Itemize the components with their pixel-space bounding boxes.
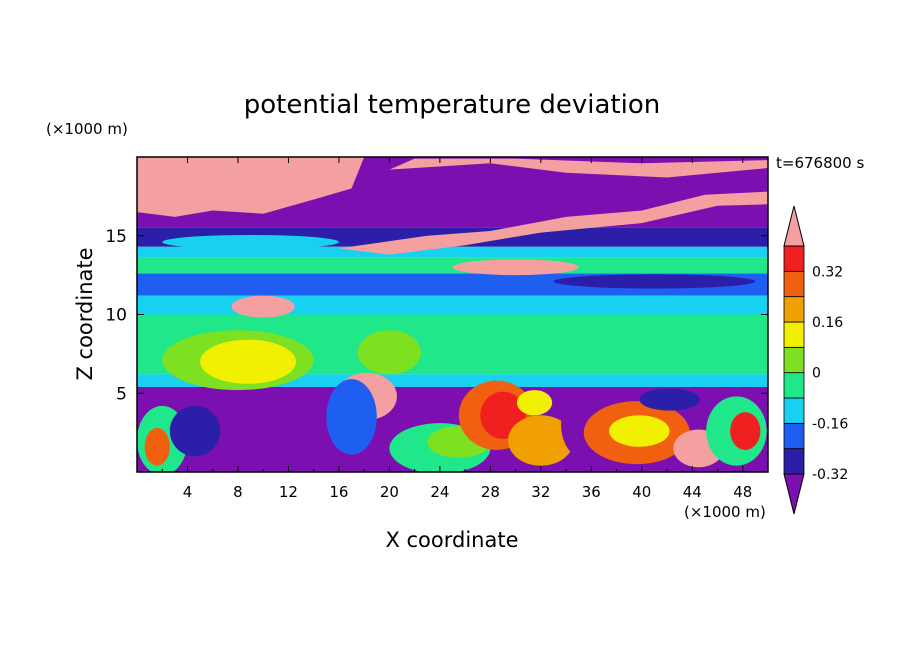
- colorbar-tick-label: 0.32: [812, 264, 843, 280]
- contour-field: [137, 157, 768, 472]
- x-tick-label: 40: [632, 483, 651, 501]
- x-tick-label: 48: [733, 483, 752, 501]
- colorbar-segment: [783, 422, 805, 450]
- colorbar-segment: [783, 372, 805, 399]
- colorbar-extend-low: [783, 473, 805, 515]
- x-tick-label: 8: [233, 483, 243, 501]
- y-tick-label: 15: [105, 227, 127, 247]
- field-streak-cyan: [162, 234, 339, 250]
- x-axis: 4 8 12 16 20 24 28 32 36 40 44 48: [161, 157, 752, 501]
- colorbar-tick-label: 0: [812, 366, 821, 382]
- colorbar: 0.32 0.16 0 -0.16 -0.32: [783, 205, 848, 515]
- y-axis: 5 10 15: [105, 227, 768, 404]
- field-streak-pink: [452, 259, 579, 276]
- field-streak-navy: [553, 274, 756, 289]
- field-band-cyan: [137, 295, 768, 315]
- field-cloud-pink: [137, 157, 365, 217]
- field-eddy-orange: [144, 427, 170, 466]
- colorbar-tick-label: -0.32: [812, 467, 848, 483]
- field-eddy-navy: [169, 405, 221, 457]
- field-eddy-red-2: [730, 412, 761, 450]
- x-tick-label: 20: [380, 483, 399, 501]
- y-tick-label: 5: [116, 384, 127, 404]
- field-mid-lightgreen-2: [357, 330, 421, 375]
- field-cloud-pink: [338, 191, 768, 255]
- chart-title: potential temperature deviation: [244, 90, 660, 120]
- colorbar-tick-label: 0.16: [812, 315, 843, 331]
- colorbar-segment: [783, 321, 805, 348]
- field-plume-pink: [231, 295, 295, 318]
- y-axis-label: Z coordinate: [73, 247, 97, 380]
- colorbar-tick-label: -0.16: [812, 416, 848, 432]
- field-eddy-navy-2: [639, 388, 700, 411]
- field-eddy-yellow-2: [608, 415, 670, 447]
- x-tick-label: 16: [329, 483, 348, 501]
- x-tick-label: 24: [430, 483, 449, 501]
- colorbar-segment: [783, 397, 805, 424]
- field-eddy-amber: [508, 415, 574, 466]
- x-tick-label: 32: [531, 483, 550, 501]
- field-eddy-blue: [326, 379, 377, 455]
- colorbar-segment: [783, 245, 805, 272]
- y-unit-label: (×1000 m): [46, 120, 128, 138]
- x-unit-label: (×1000 m): [684, 503, 766, 521]
- time-label: t=676800 s: [776, 154, 864, 172]
- x-tick-label: 36: [582, 483, 601, 501]
- field-cloud-pink: [389, 158, 768, 178]
- x-axis-label: X coordinate: [385, 528, 518, 552]
- colorbar-segment: [783, 448, 805, 475]
- colorbar-segment: [783, 346, 805, 374]
- colorbar-extend-high: [783, 205, 805, 247]
- colorbar-segment: [783, 296, 805, 323]
- field-eddy-yellow: [516, 390, 553, 416]
- colorbar-segment: [783, 270, 805, 298]
- x-tick-label: 44: [683, 483, 702, 501]
- field-mid-yellow: [200, 339, 297, 384]
- field-band-cyan: [137, 246, 768, 258]
- y-tick-label: 10: [105, 306, 127, 326]
- x-tick-label: 4: [183, 483, 193, 501]
- x-tick-label: 12: [279, 483, 298, 501]
- field-band-green: [137, 257, 768, 274]
- x-tick-label: 28: [481, 483, 500, 501]
